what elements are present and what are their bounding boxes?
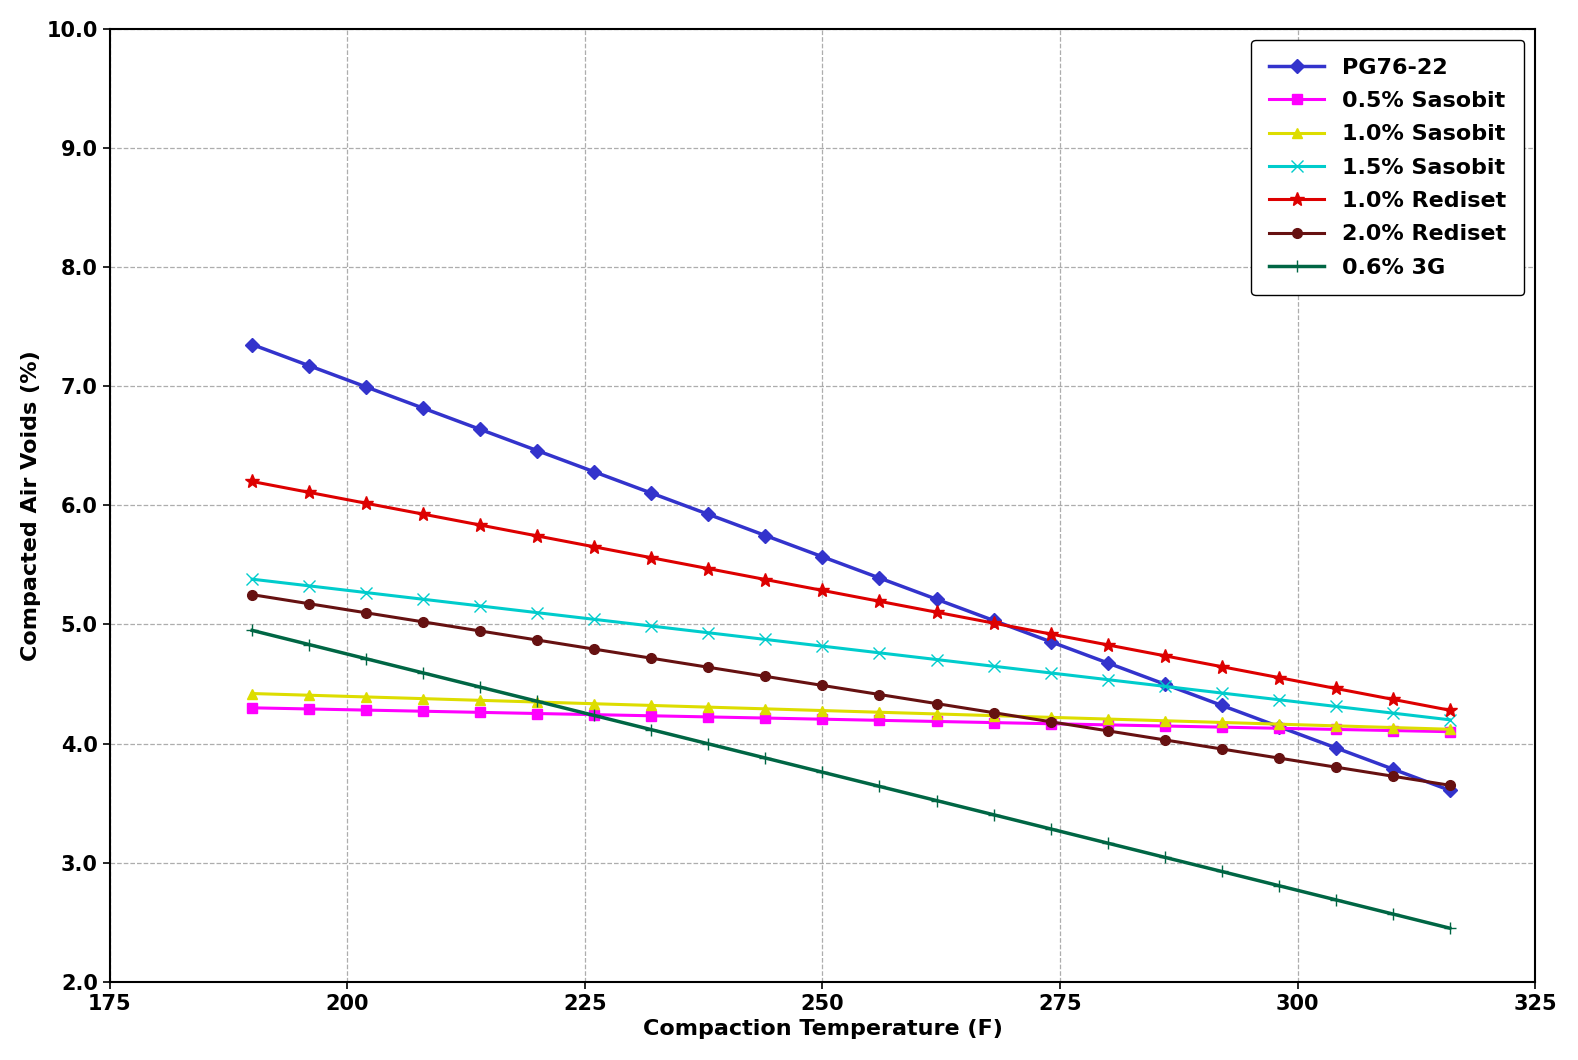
2.0% Rediset [907, 694, 926, 707]
0.6% 3G [1023, 818, 1041, 831]
Line: PG76-22: PG76-22 [248, 339, 1455, 795]
0.5% Sasobit [832, 713, 851, 726]
PG76-22 [1441, 784, 1460, 797]
PG76-22 [737, 523, 756, 535]
1.0% Rediset [1004, 620, 1023, 633]
0.6% 3G [907, 790, 926, 802]
1.5% Sasobit [394, 590, 413, 603]
X-axis label: Compaction Temperature (F): Compaction Temperature (F) [642, 1019, 1002, 1039]
0.5% Sasobit [394, 705, 413, 718]
PG76-22 [907, 586, 926, 599]
0.5% Sasobit [907, 714, 926, 727]
1.0% Rediset [907, 602, 926, 615]
1.0% Rediset [832, 587, 851, 600]
2.0% Rediset [394, 613, 413, 625]
1.5% Sasobit [737, 631, 756, 643]
1.0% Sasobit [907, 707, 926, 720]
1.0% Sasobit [243, 687, 262, 700]
Y-axis label: Compacted Air Voids (%): Compacted Air Voids (%) [21, 350, 41, 660]
PG76-22 [394, 394, 413, 407]
1.5% Sasobit [243, 572, 262, 585]
1.0% Rediset [243, 475, 262, 488]
PG76-22 [243, 338, 262, 351]
2.0% Rediset [832, 682, 851, 694]
Line: 0.6% 3G: 0.6% 3G [246, 624, 1456, 935]
1.0% Sasobit [832, 705, 851, 718]
Line: 1.0% Rediset: 1.0% Rediset [245, 475, 1456, 718]
0.5% Sasobit [1023, 717, 1041, 729]
1.0% Rediset [737, 569, 756, 582]
0.5% Sasobit [243, 702, 262, 714]
1.0% Sasobit [1441, 723, 1460, 736]
1.0% Rediset [394, 505, 413, 517]
0.5% Sasobit [1441, 725, 1460, 738]
1.0% Sasobit [1004, 710, 1023, 723]
0.6% 3G [243, 624, 262, 637]
1.0% Sasobit [737, 702, 756, 714]
0.6% 3G [737, 747, 756, 760]
1.5% Sasobit [1441, 713, 1460, 726]
1.5% Sasobit [1004, 662, 1023, 675]
0.6% 3G [1441, 922, 1460, 935]
1.0% Rediset [1441, 704, 1460, 717]
1.5% Sasobit [1023, 665, 1041, 677]
0.6% 3G [1004, 813, 1023, 826]
PG76-22 [1023, 629, 1041, 641]
Line: 1.5% Sasobit: 1.5% Sasobit [246, 573, 1455, 725]
0.6% 3G [394, 661, 413, 674]
1.0% Rediset [1023, 624, 1041, 637]
2.0% Rediset [737, 667, 756, 679]
Line: 2.0% Rediset: 2.0% Rediset [248, 589, 1455, 790]
Legend: PG76-22, 0.5% Sasobit, 1.0% Sasobit, 1.5% Sasobit, 1.0% Rediset, 2.0% Rediset, 0: PG76-22, 0.5% Sasobit, 1.0% Sasobit, 1.5… [1251, 40, 1524, 296]
Line: 0.5% Sasobit: 0.5% Sasobit [248, 703, 1455, 737]
0.6% 3G [832, 771, 851, 783]
2.0% Rediset [1004, 709, 1023, 722]
2.0% Rediset [1441, 779, 1460, 792]
0.5% Sasobit [737, 711, 756, 724]
1.0% Sasobit [394, 692, 413, 705]
0.5% Sasobit [1004, 717, 1023, 729]
PG76-22 [1004, 621, 1023, 634]
PG76-22 [832, 558, 851, 570]
2.0% Rediset [243, 588, 262, 601]
2.0% Rediset [1023, 712, 1041, 725]
Line: 1.0% Sasobit: 1.0% Sasobit [248, 689, 1455, 735]
1.5% Sasobit [907, 651, 926, 664]
1.5% Sasobit [832, 642, 851, 655]
1.0% Sasobit [1023, 710, 1041, 723]
